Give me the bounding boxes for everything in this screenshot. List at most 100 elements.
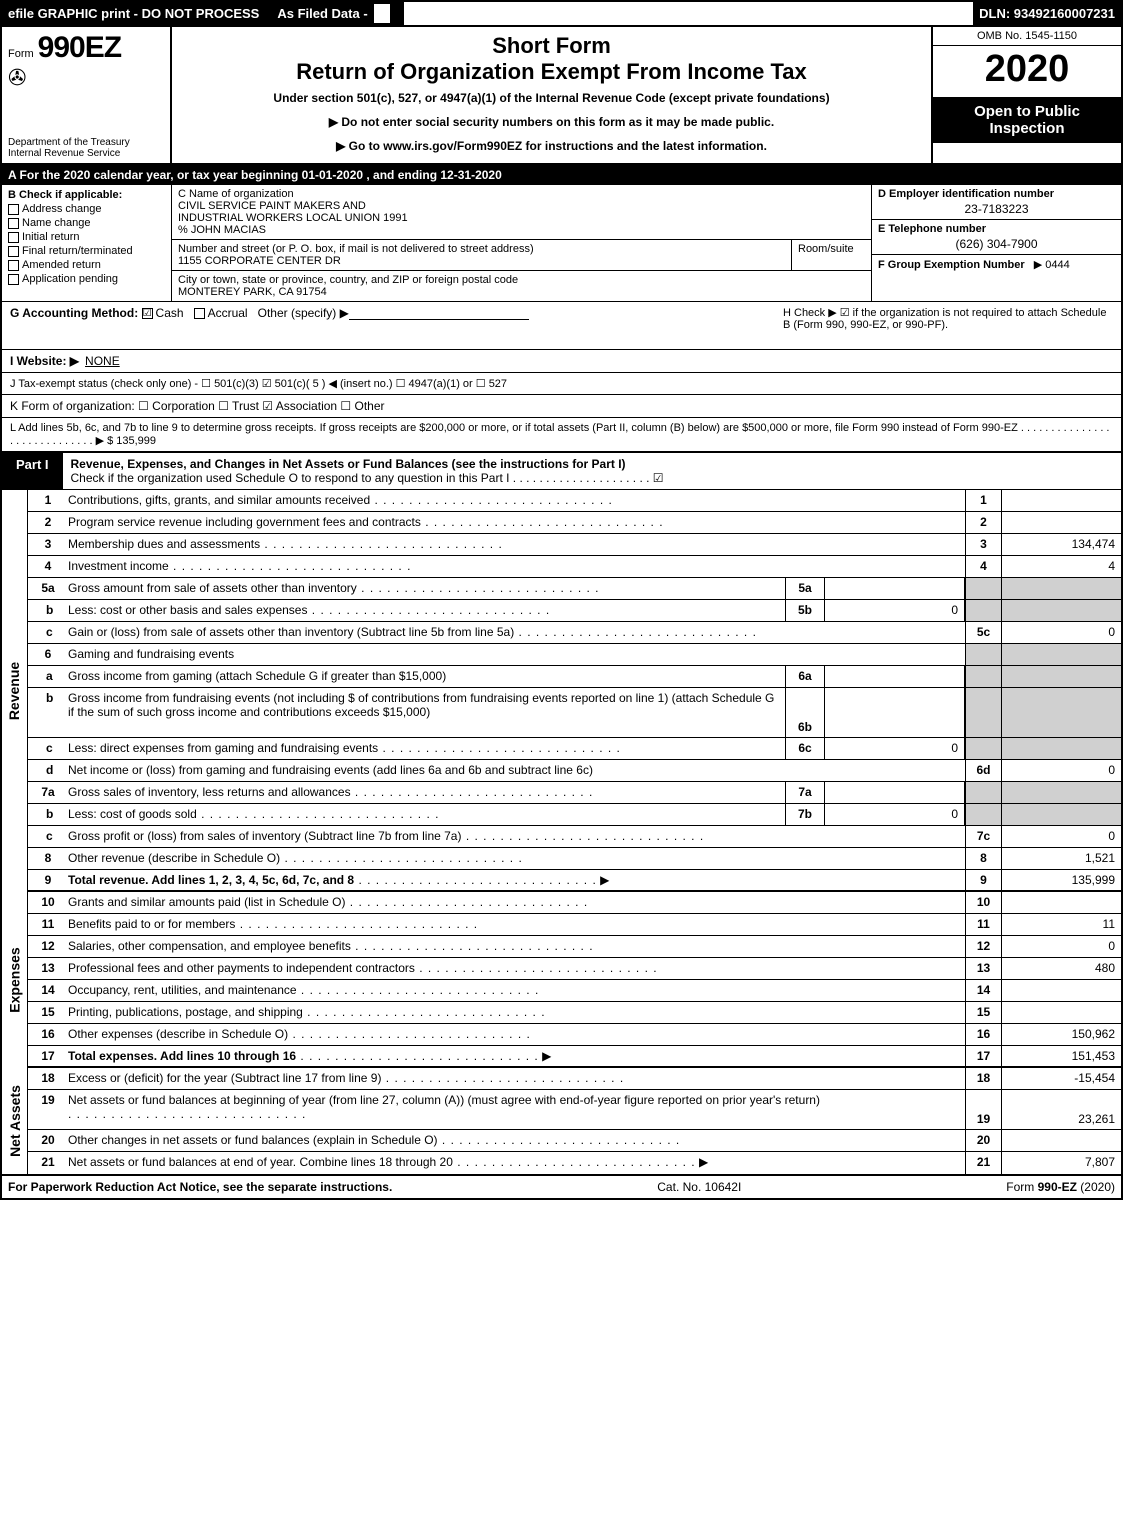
line-6b: b Gross income from fundraising events (…: [28, 688, 1121, 738]
page-footer: For Paperwork Reduction Act Notice, see …: [2, 1174, 1121, 1198]
gex-label: F Group Exemption Number: [878, 259, 1025, 271]
instructions-link[interactable]: ▶ Go to www.irs.gov/Form990EZ for instru…: [180, 139, 923, 153]
line-8: 8 Other revenue (describe in Schedule O)…: [28, 848, 1121, 870]
l-text: L Add lines 5b, 6c, and 7b to line 9 to …: [10, 422, 1113, 447]
line-14: 14 Occupancy, rent, utilities, and maint…: [28, 980, 1121, 1002]
tel-value: (626) 304-7900: [878, 235, 1115, 251]
section-c-name-address: C Name of organization CIVIL SERVICE PAI…: [172, 185, 871, 301]
as-filed-label: As Filed Data -: [265, 2, 403, 25]
line-10: 10 Grants and similar amounts paid (list…: [28, 892, 1121, 914]
j-text: J Tax-exempt status (check only one) - ☐…: [10, 377, 507, 390]
line-1: 1 Contributions, gifts, grants, and simi…: [28, 490, 1121, 512]
line-6: 6 Gaming and fundraising events: [28, 644, 1121, 666]
row-h: H Check ▶ ☑ if the organization is not r…: [783, 306, 1113, 331]
line-5a: 5a Gross amount from sale of assets othe…: [28, 578, 1121, 600]
gex-value: ▶ 0444: [1034, 259, 1070, 271]
cb-name-change[interactable]: Name change: [8, 217, 165, 229]
line-19: 19 Net assets or fund balances at beginn…: [28, 1090, 1121, 1130]
line-5c: c Gain or (loss) from sale of assets oth…: [28, 622, 1121, 644]
b-header: B Check if applicable:: [8, 189, 165, 201]
identity-grid: B Check if applicable: Address change Na…: [2, 185, 1121, 302]
as-filed-value: [372, 2, 392, 25]
g-label: G Accounting Method:: [10, 306, 138, 320]
paperwork-notice: For Paperwork Reduction Act Notice, see …: [8, 1180, 392, 1194]
omb-number: OMB No. 1545-1150: [933, 27, 1121, 46]
f-group-exemption: F Group Exemption Number ▶ 0444: [872, 255, 1121, 274]
city-value: MONTEREY PARK, CA 91754: [178, 286, 865, 298]
cb-cash[interactable]: ☑: [142, 308, 153, 319]
open-public-badge: Open to Public Inspection: [933, 97, 1121, 143]
cb-accrual[interactable]: [194, 308, 205, 319]
line-4: 4 Investment income 4 4: [28, 556, 1121, 578]
form-header: Form 990EZ ✇ Department of the Treasury …: [2, 27, 1121, 165]
line-17: 17 Total expenses. Add lines 10 through …: [28, 1046, 1121, 1068]
header-right: OMB No. 1545-1150 2020 Open to Public In…: [931, 27, 1121, 163]
efile-banner: efile GRAPHIC print - DO NOT PROCESS: [2, 2, 265, 25]
street-label: Number and street (or P. O. box, if mail…: [178, 243, 785, 255]
street-value: 1155 CORPORATE CENTER DR: [178, 255, 785, 267]
form-footer-right: Form 990-EZ (2020): [1006, 1180, 1115, 1194]
line-12: 12 Salaries, other compensation, and emp…: [28, 936, 1121, 958]
dln-label: DLN: 93492160007231: [973, 2, 1121, 25]
form-page: efile GRAPHIC print - DO NOT PROCESS As …: [0, 0, 1123, 1200]
cb-initial-return[interactable]: Initial return: [8, 231, 165, 243]
org-name-block: C Name of organization CIVIL SERVICE PAI…: [172, 185, 871, 240]
section-d-e-f: D Employer identification number 23-7183…: [871, 185, 1121, 301]
row-k: K Form of organization: ☐ Corporation ☐ …: [2, 395, 1121, 418]
as-filed-text: As Filed Data -: [277, 6, 367, 21]
dept-treasury: Department of the Treasury: [8, 137, 164, 148]
line-18: 18 Excess or (deficit) for the year (Sub…: [28, 1068, 1121, 1090]
line-9: 9 Total revenue. Add lines 1, 2, 3, 4, 5…: [28, 870, 1121, 892]
netassets-sidelabel: Net Assets: [2, 1068, 28, 1174]
line-6a: a Gross income from gaming (attach Sched…: [28, 666, 1121, 688]
line-2: 2 Program service revenue including gove…: [28, 512, 1121, 534]
g-other-blank[interactable]: [349, 308, 529, 320]
room-label: Room/suite: [798, 243, 865, 255]
form-word: Form: [8, 48, 34, 60]
room-suite-cell: Room/suite: [791, 240, 871, 270]
g-other: Other (specify) ▶: [258, 306, 349, 320]
form-number-block: Form 990EZ: [8, 31, 164, 65]
line-16: 16 Other expenses (describe in Schedule …: [28, 1024, 1121, 1046]
main-title: Return of Organization Exempt From Incom…: [180, 59, 923, 85]
expenses-section: Expenses 10 Grants and similar amounts p…: [2, 892, 1121, 1068]
org-name-3: % JOHN MACIAS: [178, 224, 865, 236]
cb-final-return[interactable]: Final return/terminated: [8, 245, 165, 257]
line-6c: c Less: direct expenses from gaming and …: [28, 738, 1121, 760]
short-form-title: Short Form: [180, 33, 923, 59]
line-7a: 7a Gross sales of inventory, less return…: [28, 782, 1121, 804]
irs-eagle-icon: ✇: [8, 65, 164, 91]
revenue-sidelabel: Revenue: [2, 490, 28, 892]
cat-number: Cat. No. 10642I: [657, 1180, 741, 1194]
website-value[interactable]: NONE: [85, 354, 120, 368]
street-row: Number and street (or P. O. box, if mail…: [172, 240, 871, 271]
topbar: efile GRAPHIC print - DO NOT PROCESS As …: [2, 2, 1121, 27]
line-21: 21 Net assets or fund balances at end of…: [28, 1152, 1121, 1174]
cb-application-pending[interactable]: Application pending: [8, 273, 165, 285]
form-number: 990EZ: [38, 31, 121, 65]
part-i-header: Part I Revenue, Expenses, and Changes in…: [2, 452, 1121, 490]
line-5b: b Less: cost or other basis and sales ex…: [28, 600, 1121, 622]
row-g-h: G Accounting Method: ☑Cash Accrual Other…: [2, 302, 1121, 350]
expenses-sidelabel: Expenses: [2, 892, 28, 1068]
tax-year: 2020: [933, 46, 1121, 97]
row-i: I Website: ▶ NONE: [2, 350, 1121, 373]
c-name-label: C Name of organization: [178, 188, 865, 200]
ssn-warning: ▶ Do not enter social security numbers o…: [180, 115, 923, 129]
part-i-sub: Check if the organization used Schedule …: [71, 471, 664, 485]
line-11: 11 Benefits paid to or for members 11 11: [28, 914, 1121, 936]
k-text: K Form of organization: ☐ Corporation ☐ …: [10, 399, 385, 413]
d-ein: D Employer identification number 23-7183…: [872, 185, 1121, 220]
cb-amended-return[interactable]: Amended return: [8, 259, 165, 271]
i-label: I Website: ▶: [10, 354, 79, 368]
section-b-checkboxes: B Check if applicable: Address change Na…: [2, 185, 172, 301]
line-6d: d Net income or (loss) from gaming and f…: [28, 760, 1121, 782]
e-telephone: E Telephone number (626) 304-7900: [872, 220, 1121, 255]
topbar-spacer: [404, 2, 973, 25]
row-j: J Tax-exempt status (check only one) - ☐…: [2, 373, 1121, 395]
city-row: City or town, state or province, country…: [172, 271, 871, 301]
irs-label: Internal Revenue Service: [8, 148, 164, 159]
header-left: Form 990EZ ✇ Department of the Treasury …: [2, 27, 172, 163]
cb-address-change[interactable]: Address change: [8, 203, 165, 215]
line-13: 13 Professional fees and other payments …: [28, 958, 1121, 980]
